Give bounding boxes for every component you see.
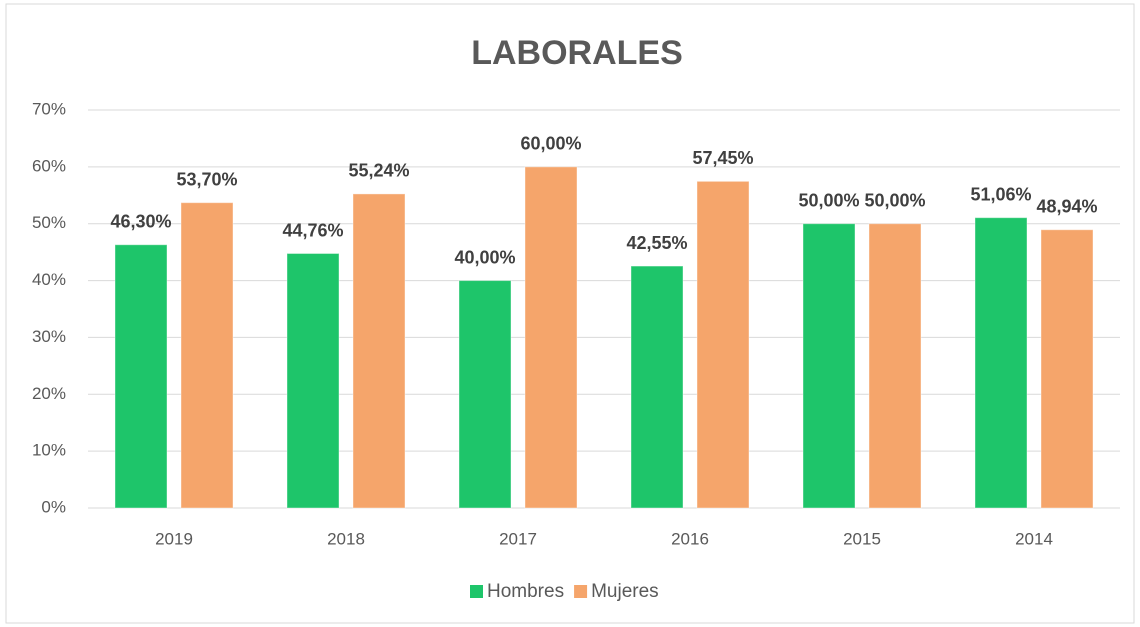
x-tick-label: 2018 (327, 529, 365, 548)
x-tick-label: 2014 (1015, 529, 1053, 548)
value-label: 50,00% (864, 190, 925, 210)
legend-label: Hombres (487, 581, 564, 602)
x-tick-label: 2016 (671, 529, 709, 548)
bar (696, 180, 750, 509)
bar (868, 223, 922, 509)
value-label: 60,00% (520, 134, 581, 154)
value-label: 48,94% (1036, 196, 1097, 216)
bar (1040, 229, 1094, 509)
value-label: 57,45% (692, 148, 753, 168)
bar (974, 217, 1028, 509)
y-tick-label: 60% (32, 156, 66, 175)
value-label: 46,30% (110, 212, 171, 232)
y-tick-label: 50% (32, 213, 66, 232)
bar (630, 265, 684, 509)
y-tick-label: 20% (32, 384, 66, 403)
value-label: 44,76% (282, 220, 343, 240)
bar (286, 253, 340, 509)
y-tick-label: 30% (32, 327, 66, 346)
x-tick-label: 2019 (155, 529, 193, 548)
bar (180, 202, 234, 509)
x-tick-label: 2015 (843, 529, 881, 548)
bar (114, 244, 168, 509)
value-label: 40,00% (454, 247, 515, 267)
y-tick-label: 0% (41, 497, 66, 516)
chart-title: LABORALES (471, 34, 683, 72)
y-tick-label: 40% (32, 270, 66, 289)
y-tick-label: 10% (32, 441, 66, 460)
x-tick-label: 2017 (499, 529, 537, 548)
value-label: 50,00% (798, 190, 859, 210)
value-label: 42,55% (626, 233, 687, 253)
legend-label: Mujeres (591, 581, 659, 602)
value-label: 53,70% (176, 169, 237, 189)
bar (524, 166, 578, 509)
bar (352, 193, 406, 509)
y-tick-label: 70% (32, 99, 66, 118)
bar (458, 280, 512, 509)
value-label: 55,24% (348, 161, 409, 181)
legend-swatch (470, 585, 483, 598)
legend-swatch (574, 585, 588, 598)
bar (802, 223, 856, 509)
value-label: 51,06% (970, 184, 1031, 204)
